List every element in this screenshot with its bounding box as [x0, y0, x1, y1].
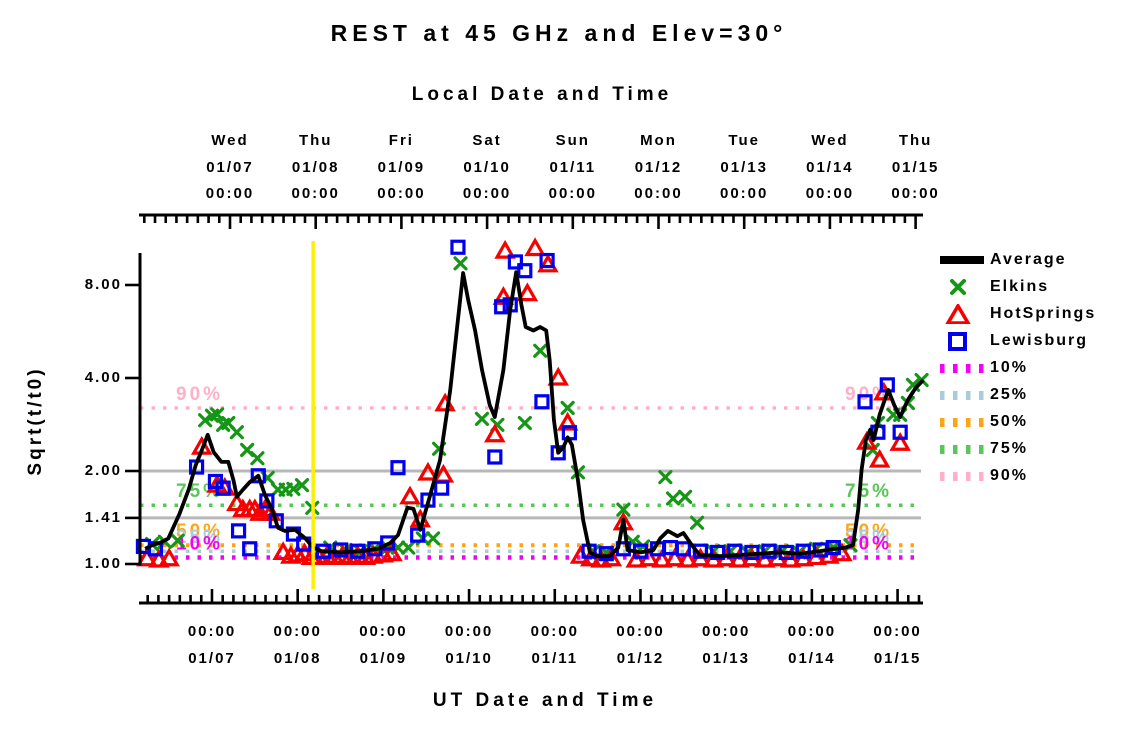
top-axis-date-label: Thu 01/08 00:00 [291, 132, 340, 202]
legend-item: Elkins [938, 273, 1096, 300]
axis-ticks [125, 215, 921, 603]
top-axis-date-label: Mon 01/12 00:00 [634, 132, 683, 202]
elkins-x-icon [950, 278, 966, 295]
percentile-label: 90% [176, 384, 223, 405]
top-axis-date-label: Wed 01/14 00:00 [805, 132, 855, 202]
legend-item: 25% [938, 381, 1096, 408]
chart-title: REST at 45 GHz and Elev=30° [330, 20, 788, 46]
legend-label: 25% [990, 385, 1029, 403]
bottom-axis-title: UT Date and Time [432, 690, 658, 711]
legend-label: 75% [990, 439, 1029, 457]
legend-item: Lewisburg [938, 327, 1096, 354]
lewisburg-square-icon [948, 331, 967, 351]
y-axis-tick-label: 4.00 [84, 369, 122, 386]
legend-label: 10% [990, 358, 1029, 376]
legend-item: 10% [938, 354, 1096, 381]
legend-item: 90% [938, 462, 1096, 489]
hotsprings-triangle-icon [945, 303, 971, 324]
top-axis-date-label: Fri 01/09 00:00 [377, 132, 426, 202]
bottom-axis-date-label: 00:00 01/08 [273, 623, 322, 667]
dotted-line-swatch [940, 417, 984, 427]
series-lewisburg [135, 239, 908, 562]
legend-label: 50% [990, 412, 1029, 430]
bottom-axis-date-label: 00:00 01/14 [787, 623, 837, 667]
series-average-line [144, 270, 925, 559]
top-axis-title: Local Date and Time [411, 84, 673, 105]
bottom-axis-date-label: 00:00 01/09 [359, 623, 408, 667]
dotted-line-swatch [940, 444, 984, 454]
bottom-axis-date-label: 00:00 01/10 [444, 623, 494, 667]
y-axis-title: Sqrt(t/t0) [25, 366, 46, 476]
dotted-line-swatch [940, 390, 984, 400]
legend-label: HotSprings [990, 304, 1097, 322]
bottom-axis-date-label: 00:00 01/07 [187, 623, 237, 667]
top-axis-date-label: Sat 01/10 00:00 [462, 132, 512, 202]
bottom-axis-date-label: 00:00 01/11 [530, 623, 579, 667]
y-axis-tick-label: 2.00 [84, 462, 122, 479]
percentile-label: 50% [176, 521, 223, 542]
bottom-axis-date-label: 00:00 01/15 [873, 623, 922, 667]
legend-item: 75% [938, 435, 1096, 462]
dotted-line-swatch [940, 471, 984, 481]
legend-label: Average [990, 250, 1067, 268]
top-axis-date-label: Wed 01/07 00:00 [205, 132, 255, 202]
bottom-axis-date-label: 00:00 01/13 [702, 623, 751, 667]
legend-label: 90% [990, 466, 1029, 484]
legend-item: Average [938, 246, 1096, 273]
legend-label: Elkins [990, 277, 1050, 295]
top-axis-date-label: Thu 01/15 00:00 [891, 132, 940, 202]
average-line-swatch [940, 255, 984, 264]
percentile-label: 25% [176, 527, 223, 548]
legend: Average Elkins HotSprings Lewisburg 10% 25% 50… [938, 246, 1096, 489]
dotted-line-swatch [940, 363, 984, 373]
legend-item: 50% [938, 408, 1096, 435]
legend-label: Lewisburg [990, 331, 1089, 349]
percentile-label: 75% [845, 481, 892, 502]
y-axis-tick-label: 1.41 [84, 508, 122, 526]
bottom-axis-date-label: 00:00 01/12 [616, 623, 665, 667]
top-axis-date-label: Tue 01/13 00:00 [720, 132, 769, 202]
y-axis-tick-label: 1.00 [84, 555, 122, 572]
legend-item: HotSprings [938, 300, 1096, 327]
y-axis-tick-label: 8.00 [84, 276, 122, 293]
percentile-label: 10% [176, 533, 223, 554]
top-axis-date-label: Sun 01/11 00:00 [548, 132, 597, 202]
